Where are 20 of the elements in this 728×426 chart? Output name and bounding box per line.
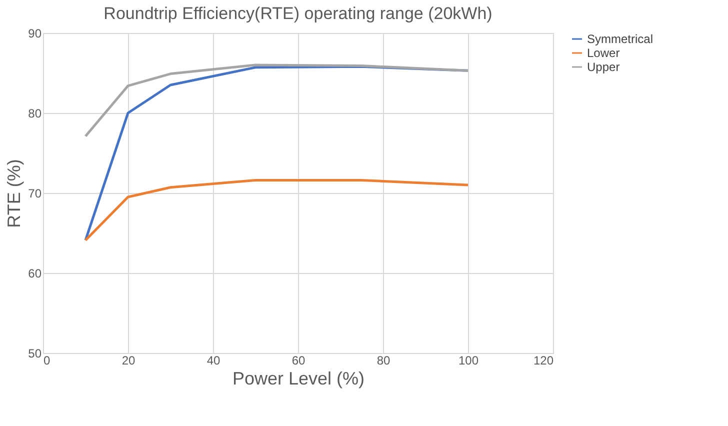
x-tick-label: 0	[44, 354, 50, 368]
y-tick-label: 50	[28, 346, 42, 360]
y-tick-label: 80	[28, 106, 42, 120]
x-tick-label: 120	[533, 354, 554, 368]
x-tick-label: 20	[122, 354, 136, 368]
legend-label: Upper	[587, 60, 620, 74]
line-series	[84, 64, 470, 138]
line-series	[84, 178, 470, 242]
x-tick-label: 40	[206, 354, 220, 368]
chart-title: Roundtrip Efficiency(RTE) operating range (20kWh)	[104, 4, 492, 23]
legend-label: Lower	[587, 46, 620, 60]
x-tick-label: 80	[376, 354, 390, 368]
y-tick-label: 60	[28, 266, 42, 280]
y-tick-label: 70	[28, 186, 42, 200]
legend-label: Symmetrical	[587, 32, 654, 46]
y-tick-label: 90	[28, 26, 42, 40]
y-axis-title: RTE (%)	[4, 159, 24, 228]
x-tick-label: 60	[292, 354, 306, 368]
x-tick-label: 100	[458, 354, 479, 368]
x-axis-title: Power Level (%)	[232, 368, 365, 388]
